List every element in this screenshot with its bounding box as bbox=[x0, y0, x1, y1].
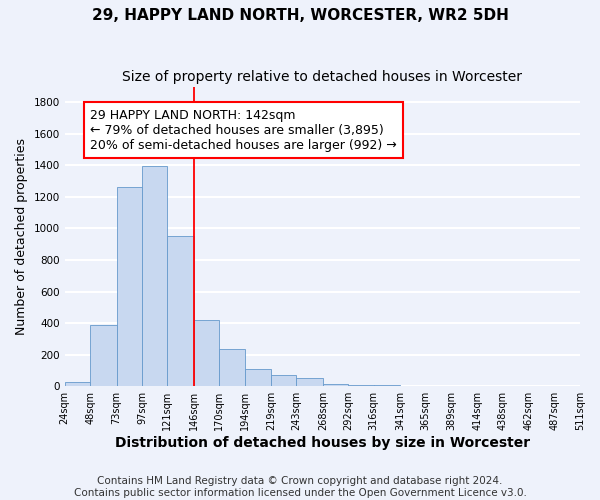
Bar bbox=[90, 324, 116, 386]
Text: 29, HAPPY LAND NORTH, WORCESTER, WR2 5DH: 29, HAPPY LAND NORTH, WORCESTER, WR2 5DH bbox=[92, 8, 508, 22]
Bar bbox=[167, 236, 194, 386]
Title: Size of property relative to detached houses in Worcester: Size of property relative to detached ho… bbox=[122, 70, 523, 84]
Bar bbox=[65, 382, 90, 386]
Text: 29 HAPPY LAND NORTH: 142sqm
← 79% of detached houses are smaller (3,895)
20% of : 29 HAPPY LAND NORTH: 142sqm ← 79% of det… bbox=[90, 108, 397, 152]
Bar bbox=[194, 320, 219, 386]
Bar bbox=[323, 384, 348, 386]
Text: Contains HM Land Registry data © Crown copyright and database right 2024.
Contai: Contains HM Land Registry data © Crown c… bbox=[74, 476, 526, 498]
X-axis label: Distribution of detached houses by size in Worcester: Distribution of detached houses by size … bbox=[115, 436, 530, 450]
Bar bbox=[296, 378, 323, 386]
Bar bbox=[116, 188, 142, 386]
Bar bbox=[245, 369, 271, 386]
Bar bbox=[219, 349, 245, 386]
Y-axis label: Number of detached properties: Number of detached properties bbox=[15, 138, 28, 335]
Bar bbox=[271, 375, 296, 386]
Bar bbox=[142, 166, 167, 386]
